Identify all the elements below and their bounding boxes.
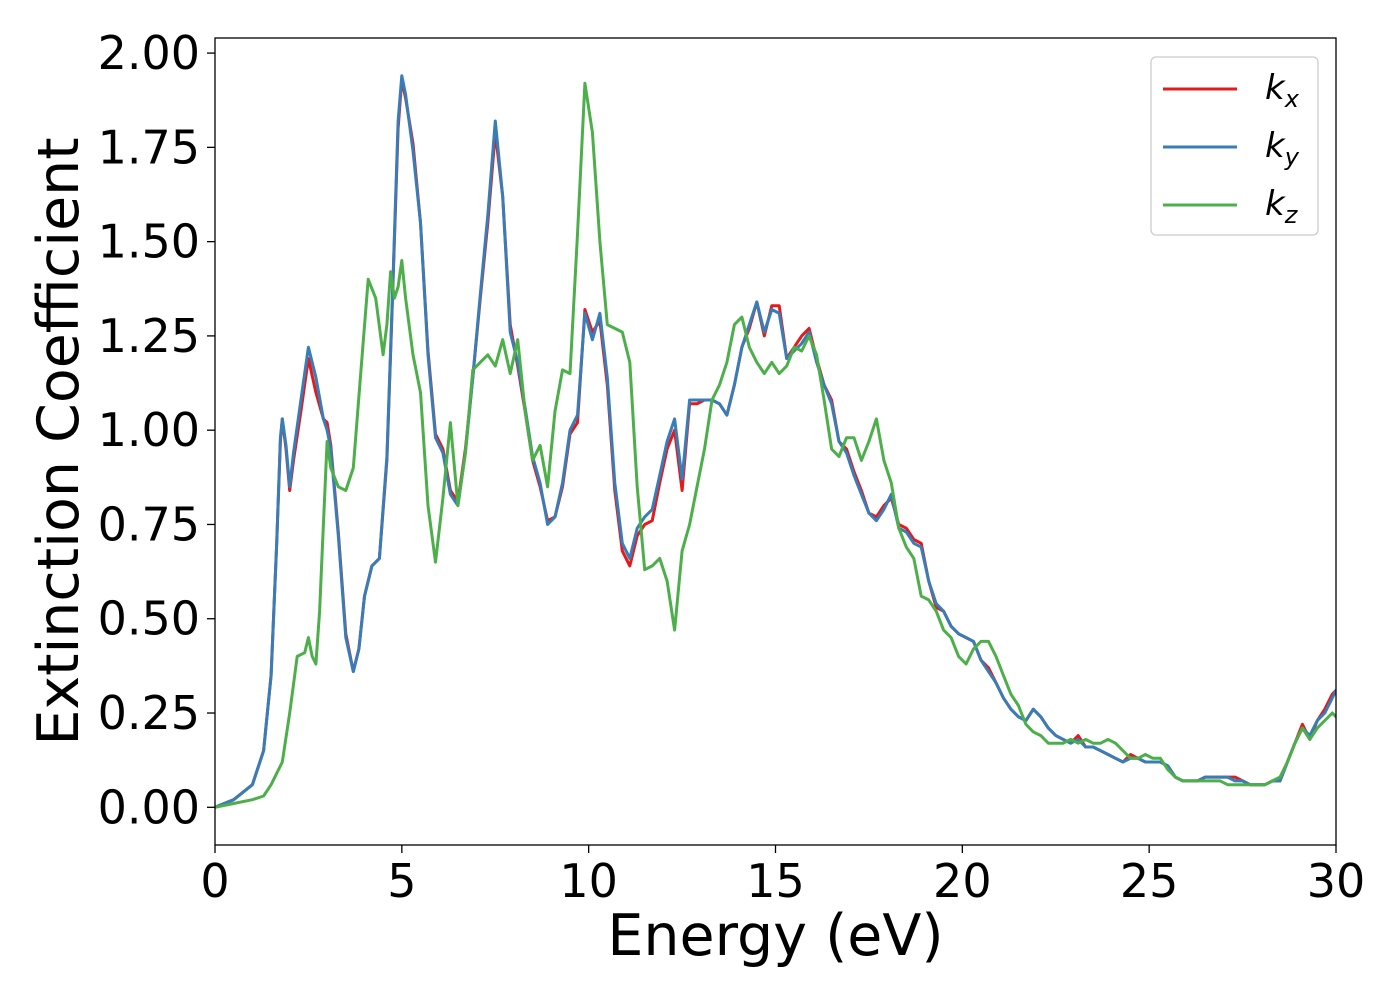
legend-entry-ky: ky	[1265, 126, 1300, 171]
legend-entry-kx: kx	[1265, 68, 1300, 113]
legend-entry-kz: kz	[1265, 184, 1299, 229]
y-tick-label: 0.75	[98, 497, 200, 551]
x-axis-label: Energy (eV)	[607, 903, 943, 969]
x-tick-label: 15	[746, 854, 805, 908]
y-tick-label: 0.50	[98, 592, 200, 646]
x-tick-label: 20	[933, 854, 992, 908]
series-line-ky	[215, 74, 1336, 809]
x-tick-label: 30	[1307, 854, 1366, 908]
y-tick-label: 1.25	[98, 309, 200, 363]
y-tick-label: 0.25	[98, 686, 200, 740]
series-line-kz	[215, 81, 1336, 809]
x-axis-ticks: 0 5 10 15 20 25 30	[200, 845, 1365, 908]
y-axis-label: Extinction Coefficient	[26, 137, 92, 745]
y-tick-label: 2.00	[98, 26, 200, 80]
y-tick-label: 1.50	[98, 215, 200, 269]
y-axis-ticks: 0.00 0.25 0.50 0.75 1.00 1.25 1.50 1.75 2.00	[98, 26, 215, 834]
x-tick-label: 25	[1120, 854, 1179, 908]
y-tick-label: 0.00	[98, 780, 200, 834]
x-tick-label: 10	[559, 854, 618, 908]
legend: kx ky kz	[1150, 56, 1319, 236]
x-tick-label: 0	[200, 854, 229, 908]
y-tick-label: 1.75	[98, 120, 200, 174]
x-tick-label: 5	[387, 854, 416, 908]
y-tick-label: 1.00	[98, 403, 200, 457]
series-layer	[215, 74, 1336, 809]
